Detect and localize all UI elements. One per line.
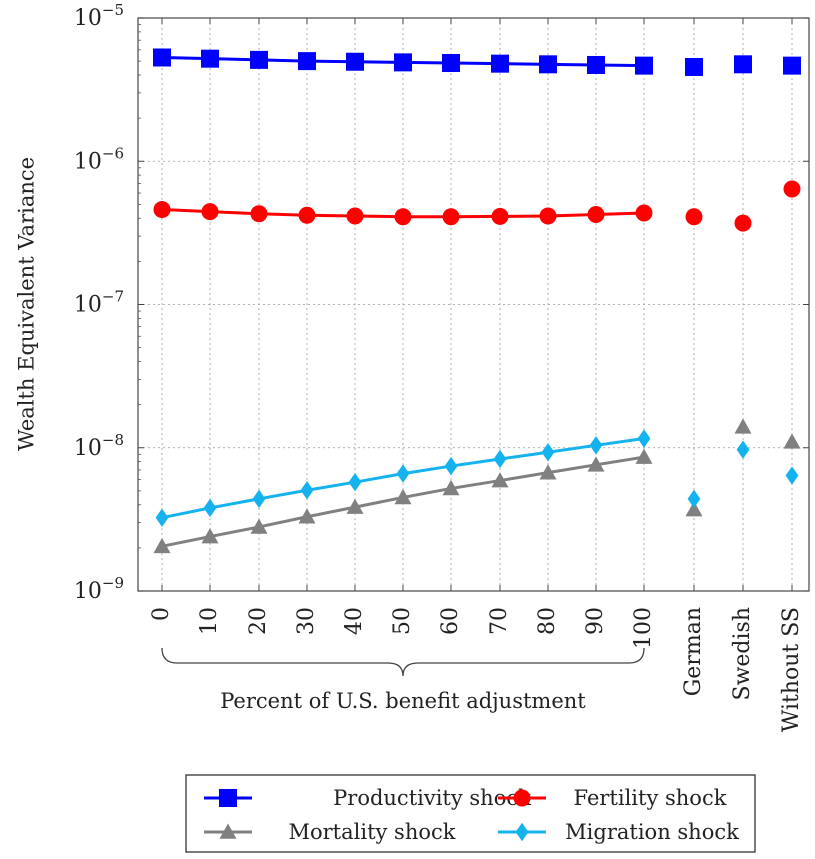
square-marker bbox=[201, 49, 219, 68]
square-marker bbox=[153, 48, 171, 67]
triangle-marker bbox=[491, 472, 509, 488]
square-marker bbox=[219, 789, 237, 807]
square-marker bbox=[635, 56, 653, 75]
legend-entry: Fertility shock bbox=[498, 786, 727, 810]
diamond-marker bbox=[541, 443, 555, 462]
diamond-marker bbox=[396, 464, 410, 483]
grid bbox=[138, 17, 809, 592]
circle-marker bbox=[513, 789, 531, 807]
triangle-marker bbox=[539, 464, 557, 480]
circle-marker bbox=[346, 207, 364, 225]
triangle-marker bbox=[394, 488, 412, 505]
diamond-marker bbox=[637, 429, 651, 448]
circle-marker bbox=[201, 203, 219, 221]
y-tick-label: 10−8 bbox=[74, 431, 124, 461]
x-tick-label: 100 bbox=[631, 607, 656, 649]
circle-marker bbox=[491, 207, 509, 225]
triangle-marker bbox=[734, 418, 752, 434]
triangle-marker bbox=[298, 508, 316, 524]
triangle-marker bbox=[250, 518, 268, 534]
circle-marker bbox=[685, 208, 703, 226]
legend-label: Mortality shock bbox=[289, 820, 456, 844]
square-marker bbox=[685, 57, 703, 76]
square-marker bbox=[394, 53, 412, 72]
y-tick-label: 10−6 bbox=[74, 144, 124, 174]
triangle-marker bbox=[442, 479, 460, 496]
y-tick-label: 10−5 bbox=[74, 1, 124, 31]
square-marker bbox=[734, 55, 752, 74]
square-marker bbox=[250, 50, 268, 69]
circle-marker bbox=[153, 201, 171, 219]
square-marker bbox=[783, 56, 801, 75]
triangle-marker bbox=[635, 448, 653, 464]
legend-frame bbox=[185, 774, 756, 853]
x-axis: 0 10 20 30 40 50 60 70 80 90 100 German Swedish Witho… bbox=[149, 18, 804, 732]
legend-label: Migration shock bbox=[565, 820, 739, 844]
y-tick-label: 10−7 bbox=[74, 288, 124, 318]
x-tick-label: 20 bbox=[246, 607, 271, 635]
x-tick-label: 80 bbox=[535, 607, 560, 635]
group-label: Percent of U.S. benefit adjustment bbox=[220, 689, 586, 713]
x-tick-label: 90 bbox=[583, 607, 608, 635]
circle-marker bbox=[298, 206, 316, 224]
triangle-marker bbox=[201, 528, 219, 544]
circle-marker bbox=[539, 207, 557, 225]
circle-marker bbox=[250, 205, 268, 223]
diamond-marker bbox=[687, 489, 701, 509]
x-tick-label: 60 bbox=[438, 607, 463, 635]
x-tick-label: German bbox=[681, 607, 706, 696]
circle-marker bbox=[635, 204, 653, 222]
legend-entry: Mortality shock bbox=[204, 820, 456, 844]
x-tick-label: Without SS bbox=[779, 607, 804, 732]
y-tick-label: 10−9 bbox=[74, 574, 124, 604]
diamond-marker bbox=[444, 456, 458, 476]
square-marker bbox=[587, 55, 605, 74]
circle-marker bbox=[394, 208, 412, 226]
triangle-marker bbox=[783, 433, 801, 449]
x-tick-label: 30 bbox=[294, 607, 319, 635]
diamond-marker bbox=[155, 508, 169, 527]
square-marker bbox=[442, 54, 460, 73]
legend-entry: Migration shock bbox=[498, 820, 739, 844]
series-fertility-shock bbox=[153, 180, 801, 232]
triangle-marker bbox=[153, 537, 171, 554]
square-marker bbox=[346, 52, 364, 71]
diamond-marker bbox=[300, 481, 314, 500]
group-brace bbox=[161, 647, 645, 677]
x-tick-label: Swedish bbox=[730, 607, 755, 701]
triangle-marker bbox=[685, 501, 703, 517]
diamond-marker bbox=[203, 498, 217, 518]
diamond-marker bbox=[348, 472, 362, 492]
triangle-marker bbox=[219, 823, 237, 839]
diamond-marker bbox=[736, 440, 750, 459]
y-axis-label: Wealth Equivalent Variance bbox=[15, 157, 39, 451]
x-tick-label: 0 bbox=[149, 607, 174, 621]
square-marker bbox=[491, 54, 509, 73]
legend-label: Fertility shock bbox=[574, 786, 727, 810]
circle-marker bbox=[734, 214, 752, 232]
circle-marker bbox=[587, 205, 605, 223]
x-tick-label: 10 bbox=[197, 607, 222, 635]
legend: Productivity shock Fertility shockMortali… bbox=[185, 774, 756, 853]
series-mortality-shock bbox=[153, 418, 801, 554]
diamond-marker bbox=[785, 466, 799, 485]
series-migration-shock bbox=[155, 429, 799, 527]
series-productivity-shock bbox=[153, 48, 801, 76]
series-layer bbox=[153, 48, 801, 554]
x-tick-label: 70 bbox=[487, 607, 512, 635]
circle-marker bbox=[442, 208, 460, 226]
y-axis: 10−9 10−8 10−7 10−6 10−5 bbox=[74, 1, 809, 604]
x-tick-label: 50 bbox=[390, 607, 415, 635]
diamond-marker bbox=[252, 489, 266, 509]
square-marker bbox=[298, 52, 316, 71]
diamond-marker bbox=[493, 449, 507, 469]
diamond-marker bbox=[589, 436, 603, 455]
circle-marker bbox=[783, 180, 801, 198]
triangle-marker bbox=[587, 456, 605, 472]
x-tick-label: 40 bbox=[342, 607, 367, 635]
diamond-marker bbox=[515, 822, 529, 842]
square-marker bbox=[539, 55, 557, 74]
triangle-marker bbox=[346, 498, 364, 514]
